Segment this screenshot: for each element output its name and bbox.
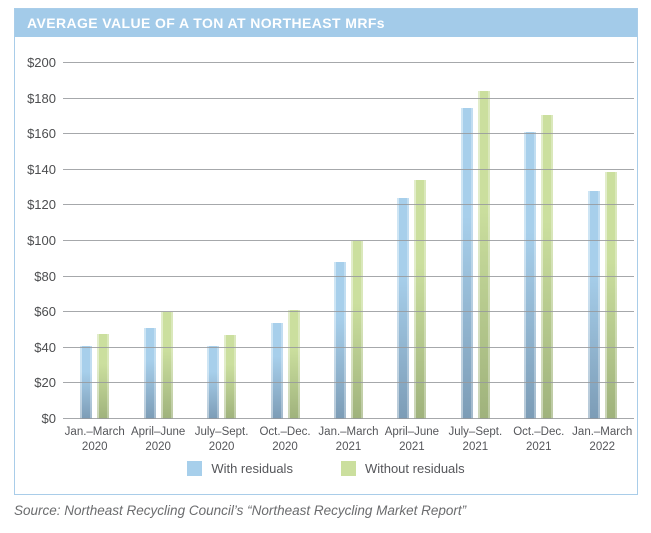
bar-with-residuals: [143, 328, 156, 419]
bar-group: [63, 63, 126, 419]
bar-without-residuals: [160, 312, 173, 419]
x-axis-tick-label: Oct.–Dec. 2020: [259, 426, 311, 453]
x-axis-tick-label: July–Sept. 2020: [194, 426, 249, 453]
y-axis-tick-label: $20: [34, 375, 56, 391]
x-axis-tick-label: July–Sept. 2021: [448, 426, 503, 453]
bar-without-residuals: [477, 91, 490, 419]
y-axis-tick-label: $180: [27, 90, 56, 106]
chart-panel: AVERAGE VALUE OF A TON AT NORTHEAST MRFs…: [14, 8, 638, 495]
bar-with-residuals: [333, 262, 346, 419]
y-axis-tick-label: $80: [34, 268, 56, 284]
legend-label: Without residuals: [364, 461, 465, 476]
gridline: [63, 204, 634, 206]
bar-without-residuals: [287, 310, 300, 419]
bar-without-residuals: [350, 241, 363, 419]
bar-with-residuals: [460, 107, 473, 419]
legend-swatch: [187, 461, 203, 476]
y-axis-tick-label: $120: [27, 197, 56, 213]
bar-group: [190, 63, 253, 419]
chart-title: AVERAGE VALUE OF A TON AT NORTHEAST MRFs: [27, 15, 385, 31]
y-axis-tick-label: $200: [27, 55, 56, 70]
legend: With residuals Without residuals: [15, 461, 637, 476]
y-axis-tick-label: $100: [27, 233, 56, 248]
x-axis-tick-label: Jan.–March 2021: [318, 426, 379, 453]
x-axis-labels: Jan.–March 2020 April–June 2020 July–Sept. 20…: [63, 425, 634, 455]
y-axis-tick-label: $40: [34, 339, 56, 355]
bar-group: [317, 63, 380, 419]
chart-area: $0 $20 $40 $60 $80 $100 $120 $140 $160 $180 $200 J…: [15, 37, 637, 494]
bar-group: [126, 63, 189, 419]
bar-without-residuals: [541, 114, 554, 419]
x-axis-tick-label: April–June 2021: [384, 426, 440, 453]
gridline: [63, 168, 634, 170]
bar-with-residuals: [587, 191, 600, 419]
gridline: [63, 133, 634, 135]
y-axis-tick-label: $0: [41, 411, 56, 426]
legend-label: With residuals: [211, 461, 293, 476]
bar-without-residuals: [604, 171, 617, 419]
bar-with-residuals: [270, 322, 283, 419]
gridline: [63, 418, 634, 419]
gridline: [63, 275, 634, 277]
bar-without-residuals: [224, 335, 237, 419]
bar-group: [444, 63, 507, 419]
gridline: [63, 240, 634, 241]
gridline: [63, 346, 634, 348]
x-axis-tick-label: Jan.–March 2022: [572, 426, 633, 453]
bars-row: [63, 63, 634, 419]
gridline: [63, 97, 634, 99]
bar-group: [571, 63, 634, 419]
x-axis-tick-label: April–June 2020: [130, 426, 186, 453]
chart-header: AVERAGE VALUE OF A TON AT NORTHEAST MRFs: [15, 9, 637, 37]
x-axis-tick-label: Jan.–March 2020: [64, 426, 125, 453]
y-axis-tick-label: $140: [27, 161, 56, 177]
gridline: [63, 382, 634, 384]
gridline: [63, 62, 634, 63]
legend-item: Without residuals: [340, 461, 465, 476]
plot-area: $0 $20 $40 $60 $80 $100 $120 $140 $160 $180 $200: [27, 55, 634, 426]
legend-item: With residuals: [187, 461, 293, 476]
bar-group: [253, 63, 316, 419]
bar-without-residuals: [97, 333, 110, 419]
y-axis-tick-label: $60: [34, 304, 56, 320]
bar-group: [507, 63, 570, 419]
x-axis-tick-label: Oct.–Dec. 2021: [513, 426, 565, 453]
gridline: [63, 311, 634, 313]
bar-group: [380, 63, 443, 419]
bar-with-residuals: [397, 198, 410, 419]
legend-swatch: [340, 461, 356, 476]
y-axis-tick-label: $160: [27, 126, 56, 142]
source-caption: Source: Northeast Recycling Council’s “N…: [14, 503, 467, 518]
